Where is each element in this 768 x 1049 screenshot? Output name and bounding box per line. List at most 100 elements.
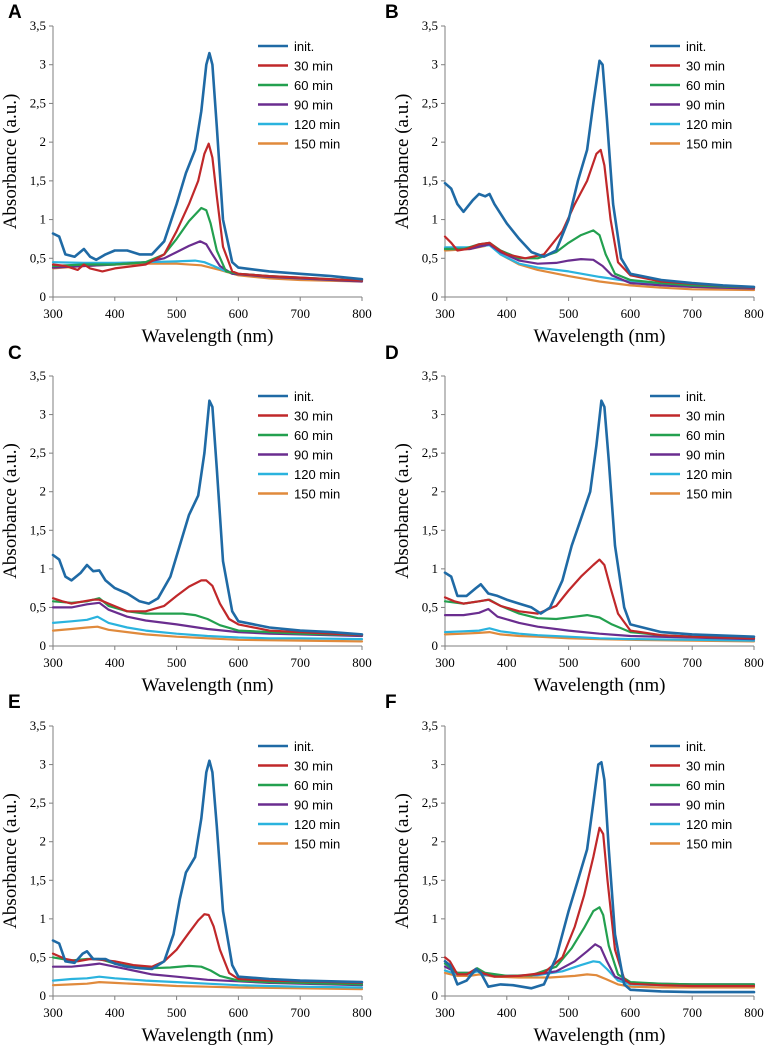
legend-label: 150 min xyxy=(686,487,732,502)
legend-label: 120 min xyxy=(294,467,340,482)
y-tick-label: 1 xyxy=(40,561,47,576)
y-tick-label: 0,5 xyxy=(422,599,438,614)
y-tick-label: 2,5 xyxy=(422,95,438,110)
y-tick-label: 0 xyxy=(40,988,47,1003)
x-axis-label: Wavelength (nm) xyxy=(534,675,666,696)
panel-label: F xyxy=(385,692,397,713)
legend-label: init. xyxy=(686,389,706,404)
legend-label: 60 min xyxy=(294,778,333,793)
x-tick-label: 400 xyxy=(105,306,125,321)
panel-D: D 0 0,5 1 1,5 2 2,5 3 3,5 300 400 500 600 700 800 Wavel… xyxy=(385,343,764,696)
legend-label: init. xyxy=(294,389,314,404)
x-tick-label: 500 xyxy=(167,655,187,670)
legend-label: 150 min xyxy=(294,137,340,152)
x-tick-label: 300 xyxy=(435,655,455,670)
y-tick-label: 1,5 xyxy=(30,173,46,188)
x-tick-label: 800 xyxy=(352,306,372,321)
y-tick-label: 3,5 xyxy=(30,368,46,383)
y-tick-label: 3 xyxy=(432,57,439,72)
y-tick-label: 0,5 xyxy=(422,250,438,265)
legend-label: 90 min xyxy=(686,448,725,463)
y-tick-label: 0,5 xyxy=(422,949,438,964)
legend-label: init. xyxy=(686,739,706,754)
y-tick-label: 2 xyxy=(40,484,47,499)
x-tick-label: 600 xyxy=(621,655,641,670)
x-axis-label: Wavelength (nm) xyxy=(142,1025,274,1046)
y-tick-label: 3,5 xyxy=(422,368,438,383)
y-tick-label: 2,5 xyxy=(422,445,438,460)
legend-label: init. xyxy=(686,39,706,54)
series-line-init- xyxy=(443,59,756,289)
legend-label: 150 min xyxy=(294,487,340,502)
y-tick-label: 3,5 xyxy=(30,18,46,33)
x-tick-label: 400 xyxy=(497,306,517,321)
x-tick-label: 600 xyxy=(229,306,249,321)
series-line-init- xyxy=(51,51,364,281)
panel-C: C 0 0,5 1 1,5 2 2,5 3 3,5 300 400 500 600 700 800 Wavel… xyxy=(0,343,372,696)
y-tick-label: 1,5 xyxy=(30,522,46,537)
legend-label: 120 min xyxy=(686,467,732,482)
x-tick-label: 500 xyxy=(559,1005,579,1020)
panel-A: A 0 0,5 1 1,5 2 2,5 3 3,5 300 400 500 600 700 800 Wavel… xyxy=(0,2,372,347)
legend-label: 30 min xyxy=(294,59,333,74)
y-tick-label: 3 xyxy=(432,757,439,772)
panel-E: E 0 0,5 1 1,5 2 2,5 3 3,5 300 400 500 600 700 800 Wavel… xyxy=(0,692,372,1046)
y-tick-label: 1 xyxy=(432,561,439,576)
series-line-init- xyxy=(51,759,364,984)
y-tick-label: 2,5 xyxy=(30,95,46,110)
x-tick-label: 500 xyxy=(559,306,579,321)
y-tick-label: 1,5 xyxy=(422,173,438,188)
series-line-30-min xyxy=(51,913,364,984)
series-line-30-min xyxy=(51,579,364,637)
y-tick-label: 1 xyxy=(40,911,47,926)
y-tick-label: 2 xyxy=(40,134,47,149)
y-tick-label: 3 xyxy=(40,57,47,72)
series-line-150-min xyxy=(51,625,364,643)
x-axis-label: Wavelength (nm) xyxy=(534,1025,666,1046)
legend-label: 150 min xyxy=(294,837,340,852)
series-line-60-min xyxy=(443,906,756,986)
x-tick-label: 800 xyxy=(352,655,372,670)
panel-label: E xyxy=(8,692,21,713)
x-tick-label: 400 xyxy=(497,655,517,670)
y-tick-label: 0 xyxy=(432,289,439,304)
x-tick-label: 800 xyxy=(744,655,764,670)
series-line-90-min xyxy=(443,607,756,641)
x-axis-label: Wavelength (nm) xyxy=(142,326,274,347)
x-tick-label: 700 xyxy=(290,655,310,670)
x-tick-label: 600 xyxy=(229,1005,249,1020)
y-axis-label: Absorbance (a.u.) xyxy=(392,793,413,929)
y-tick-label: 2,5 xyxy=(30,445,46,460)
y-axis-label: Absorbance (a.u.) xyxy=(392,443,413,579)
series-line-90-min xyxy=(443,243,756,290)
legend-label: 120 min xyxy=(294,817,340,832)
legend-label: init. xyxy=(294,739,314,754)
legend-label: 60 min xyxy=(294,78,333,93)
y-tick-label: 0 xyxy=(432,638,439,653)
x-tick-label: 600 xyxy=(621,1005,641,1020)
y-tick-label: 3 xyxy=(40,407,47,422)
y-tick-label: 0,5 xyxy=(30,949,46,964)
y-tick-label: 1 xyxy=(40,212,47,227)
series-line-30-min xyxy=(443,558,756,640)
legend-label: 90 min xyxy=(294,98,333,113)
legend-label: 60 min xyxy=(294,428,333,443)
x-tick-label: 700 xyxy=(290,306,310,321)
x-tick-label: 300 xyxy=(43,1005,63,1020)
series-line-90-min xyxy=(443,943,756,986)
series-line-120-min xyxy=(51,615,364,641)
y-tick-label: 2 xyxy=(40,834,47,849)
y-tick-label: 3,5 xyxy=(422,718,438,733)
y-tick-label: 1,5 xyxy=(30,872,46,887)
x-tick-label: 700 xyxy=(682,655,702,670)
x-tick-label: 800 xyxy=(744,306,764,321)
legend-label: 90 min xyxy=(686,798,725,813)
legend-label: 30 min xyxy=(686,59,725,74)
x-tick-label: 800 xyxy=(744,1005,764,1020)
series-line-30-min xyxy=(443,826,756,988)
series-line-90-min xyxy=(51,601,364,638)
x-tick-label: 700 xyxy=(682,306,702,321)
y-tick-label: 1,5 xyxy=(422,522,438,537)
x-tick-label: 500 xyxy=(559,655,579,670)
panel-label: C xyxy=(8,343,22,364)
